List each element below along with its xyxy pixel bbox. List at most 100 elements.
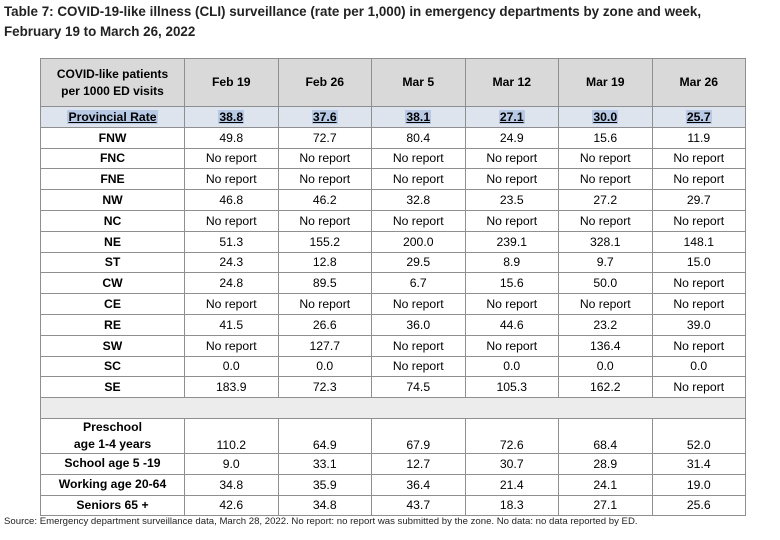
provincial-rate-cell: 38.1 — [371, 106, 466, 128]
corner-line-2: per 1000 ED visits — [61, 83, 164, 98]
zone-label: ST — [40, 251, 185, 274]
rate-cell: 29.7 — [651, 189, 746, 211]
rate-cell: 11.9 — [651, 126, 746, 149]
rate-cell: No report — [558, 168, 653, 191]
rate-cell: 18.3 — [464, 494, 559, 517]
age-row-school: School age 5 -19 9.0 33.1 12.7 30.7 28.9… — [40, 452, 746, 475]
provincial-rate-value: 27.1 — [498, 109, 525, 124]
zone-row-ce: CE No report No report No report No repo… — [40, 293, 746, 315]
rate-cell: No report — [651, 147, 746, 170]
header-week: Mar 5 — [371, 58, 466, 107]
rate-cell: 32.8 — [371, 189, 466, 211]
rate-cell: 23.2 — [558, 313, 653, 336]
zone-label: NE — [40, 230, 185, 253]
rate-cell: 28.9 — [558, 452, 653, 475]
zone-label: RE — [40, 313, 185, 336]
zone-row-ne: NE 51.3 155.2 200.0 239.1 328.1 148.1 — [40, 230, 746, 253]
rate-cell: 41.5 — [184, 313, 279, 336]
header-week: Feb 26 — [277, 58, 372, 107]
rate-cell: 29.5 — [371, 251, 466, 274]
rate-cell: 25.6 — [651, 494, 746, 517]
rate-cell: 31.4 — [651, 452, 746, 475]
rate-cell: No report — [651, 168, 746, 191]
rate-cell: 72.7 — [277, 126, 372, 149]
rate-cell: 30.7 — [464, 452, 559, 475]
rate-cell: No report — [651, 376, 746, 399]
rate-cell: 12.7 — [371, 452, 466, 475]
header-row: COVID-like patients per 1000 ED visits F… — [40, 58, 746, 107]
provincial-rate-label-text: Provincial Rate — [67, 109, 158, 124]
title-line-1: Table 7: COVID-19-like illness (CLI) sur… — [4, 4, 702, 19]
source-footnote: Source: Emergency department surveillanc… — [4, 516, 638, 527]
rate-cell: 34.8 — [184, 473, 279, 496]
rate-cell: No report — [464, 209, 559, 232]
provincial-rate-value: 30.0 — [592, 109, 619, 124]
age-group-label: Seniors 65 + — [40, 494, 185, 517]
rate-cell: No report — [651, 334, 746, 357]
rate-cell: No report — [464, 168, 559, 191]
rate-cell: 15.6 — [464, 272, 559, 295]
rate-cell: 239.1 — [464, 230, 559, 253]
provincial-rate-label: Provincial Rate — [40, 106, 185, 128]
rate-cell: No report — [558, 209, 653, 232]
rate-cell: 24.8 — [184, 272, 279, 295]
rate-cell: 8.9 — [464, 251, 559, 274]
rate-cell: 27.1 — [558, 494, 653, 517]
rate-cell: 0.0 — [651, 355, 746, 378]
spacer-cell — [40, 397, 746, 419]
zone-label: SW — [40, 334, 185, 357]
provincial-rate-cell: 25.7 — [651, 106, 746, 128]
rate-cell: 15.6 — [558, 126, 653, 149]
zone-row-sc: SC 0.0 0.0 No report 0.0 0.0 0.0 — [40, 355, 746, 378]
rate-cell: No report — [184, 293, 279, 315]
rate-cell: No report — [277, 209, 372, 232]
provincial-rate-value: 38.8 — [218, 109, 245, 124]
rate-cell: 26.6 — [277, 313, 372, 336]
rate-cell: No report — [651, 209, 746, 232]
rate-cell: 0.0 — [464, 355, 559, 378]
rate-cell: 46.2 — [277, 189, 372, 211]
zone-row-fnw: FNW 49.8 72.7 80.4 24.9 15.6 11.9 — [40, 126, 746, 149]
rate-cell: 67.9 — [371, 417, 466, 454]
rate-cell: 72.6 — [464, 417, 559, 454]
age-label-line-1: Preschool — [83, 419, 142, 434]
rate-cell: 34.8 — [277, 494, 372, 517]
zone-row-nw: NW 46.8 46.2 32.8 23.5 27.2 29.7 — [40, 189, 746, 211]
header-week: Feb 19 — [184, 58, 279, 107]
header-week: Mar 26 — [651, 58, 746, 107]
rate-cell: 110.2 — [184, 417, 279, 454]
zone-label: NW — [40, 189, 185, 211]
age-row-preschool: Preschool age 1-4 years 110.2 64.9 67.9 … — [40, 417, 746, 454]
rate-cell: 33.1 — [277, 452, 372, 475]
age-row-seniors: Seniors 65 + 42.6 34.8 43.7 18.3 27.1 25… — [40, 494, 746, 517]
header-week: Mar 19 — [558, 58, 653, 107]
rate-cell: 64.9 — [277, 417, 372, 454]
rate-cell: 19.0 — [651, 473, 746, 496]
age-group-label: Working age 20-64 — [40, 473, 185, 496]
rate-cell: 24.9 — [464, 126, 559, 149]
zone-label: NC — [40, 209, 185, 232]
rate-cell: No report — [277, 147, 372, 170]
zone-row-fnc: FNC No report No report No report No rep… — [40, 147, 746, 170]
corner-line-1: COVID-like patients — [56, 66, 169, 81]
rate-cell: No report — [464, 147, 559, 170]
rate-cell: No report — [371, 147, 466, 170]
rate-cell: 68.4 — [558, 417, 653, 454]
rate-cell: 12.8 — [277, 251, 372, 274]
zone-label: CE — [40, 293, 185, 315]
rate-cell: 183.9 — [184, 376, 279, 399]
rate-cell: 89.5 — [277, 272, 372, 295]
rate-cell: 0.0 — [277, 355, 372, 378]
rate-cell: 0.0 — [558, 355, 653, 378]
zone-label: SC — [40, 355, 185, 378]
rate-cell: No report — [277, 293, 372, 315]
table-title: Table 7: COVID-19-like illness (CLI) sur… — [4, 2, 774, 42]
rate-cell: 148.1 — [651, 230, 746, 253]
rate-cell: No report — [558, 147, 653, 170]
rate-cell: No report — [464, 293, 559, 315]
rate-cell: 36.0 — [371, 313, 466, 336]
rate-cell: 9.7 — [558, 251, 653, 274]
zone-row-re: RE 41.5 26.6 36.0 44.6 23.2 39.0 — [40, 313, 746, 336]
zone-label: CW — [40, 272, 185, 295]
rate-cell: 36.4 — [371, 473, 466, 496]
